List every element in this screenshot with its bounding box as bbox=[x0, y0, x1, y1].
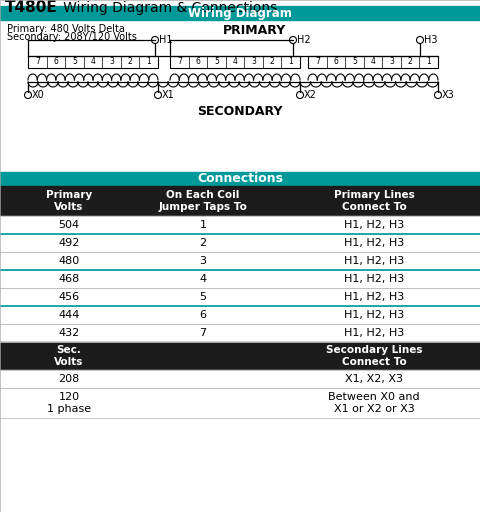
Text: Secondary Lines
Connect To: Secondary Lines Connect To bbox=[326, 345, 422, 367]
Text: 4: 4 bbox=[91, 57, 96, 66]
Text: X3: X3 bbox=[442, 90, 455, 100]
Text: 4: 4 bbox=[199, 274, 206, 284]
Text: 1: 1 bbox=[288, 57, 293, 66]
Text: 6: 6 bbox=[195, 57, 200, 66]
Text: Secondary: 208Y/120 Volts: Secondary: 208Y/120 Volts bbox=[7, 32, 137, 42]
Text: Wiring Diagram: Wiring Diagram bbox=[188, 7, 292, 19]
Text: 444: 444 bbox=[58, 310, 80, 320]
Bar bbox=[0, 342, 480, 370]
Text: 7: 7 bbox=[199, 328, 206, 338]
Text: 432: 432 bbox=[59, 328, 80, 338]
Bar bbox=[0, 172, 480, 186]
Text: 208: 208 bbox=[59, 374, 80, 384]
Text: H1, H2, H3: H1, H2, H3 bbox=[344, 274, 404, 284]
Bar bbox=[0, 186, 480, 216]
Text: On Each Coil
Jumper Taps To: On Each Coil Jumper Taps To bbox=[158, 190, 247, 212]
Text: H3: H3 bbox=[424, 35, 437, 45]
Text: Primary
Volts: Primary Volts bbox=[46, 190, 92, 212]
Bar bbox=[0, 388, 480, 418]
Bar bbox=[0, 288, 480, 306]
Text: 456: 456 bbox=[59, 292, 80, 302]
Text: 492: 492 bbox=[58, 238, 80, 248]
Text: 7: 7 bbox=[177, 57, 182, 66]
Text: 7: 7 bbox=[35, 57, 40, 66]
Text: 5: 5 bbox=[72, 57, 77, 66]
Text: 1: 1 bbox=[200, 220, 206, 230]
Text: 3: 3 bbox=[109, 57, 114, 66]
Text: 480: 480 bbox=[59, 256, 80, 266]
Text: 3: 3 bbox=[251, 57, 256, 66]
Text: 2: 2 bbox=[270, 57, 275, 66]
Text: Between X0 and
X1 or X2 or X3: Between X0 and X1 or X2 or X3 bbox=[328, 392, 420, 414]
Text: 1: 1 bbox=[146, 57, 151, 66]
Text: 1: 1 bbox=[426, 57, 431, 66]
Text: X0: X0 bbox=[32, 90, 45, 100]
Text: H1, H2, H3: H1, H2, H3 bbox=[344, 238, 404, 248]
Text: X1: X1 bbox=[162, 90, 175, 100]
Bar bbox=[0, 418, 480, 512]
Text: 4: 4 bbox=[233, 57, 238, 66]
Text: Wiring Diagram & Connections: Wiring Diagram & Connections bbox=[50, 1, 277, 15]
Bar bbox=[0, 234, 480, 252]
Text: 2: 2 bbox=[199, 238, 206, 248]
Text: H2: H2 bbox=[297, 35, 311, 45]
Bar bbox=[0, 306, 480, 324]
Text: H1: H1 bbox=[159, 35, 172, 45]
Bar bbox=[170, 56, 300, 68]
Text: 6: 6 bbox=[53, 57, 58, 66]
Text: Primary Lines
Connect To: Primary Lines Connect To bbox=[334, 190, 414, 212]
Text: H1, H2, H3: H1, H2, H3 bbox=[344, 292, 404, 302]
Bar bbox=[0, 324, 480, 342]
Text: 6: 6 bbox=[200, 310, 206, 320]
Text: Primary: 480 Volts Delta: Primary: 480 Volts Delta bbox=[7, 24, 125, 34]
Bar bbox=[0, 270, 480, 288]
Bar bbox=[308, 56, 438, 68]
Text: X2: X2 bbox=[304, 90, 317, 100]
Text: X1, X2, X3: X1, X2, X3 bbox=[345, 374, 403, 384]
Text: 3: 3 bbox=[389, 57, 394, 66]
Bar bbox=[0, 370, 480, 388]
Bar bbox=[0, 6, 480, 20]
Text: Connections: Connections bbox=[197, 173, 283, 185]
Text: 468: 468 bbox=[59, 274, 80, 284]
Text: PRIMARY: PRIMARY bbox=[223, 24, 287, 37]
Text: 5: 5 bbox=[200, 292, 206, 302]
Text: 5: 5 bbox=[352, 57, 357, 66]
Bar bbox=[28, 56, 158, 68]
Text: H1, H2, H3: H1, H2, H3 bbox=[344, 256, 404, 266]
Text: 7: 7 bbox=[315, 57, 320, 66]
Bar bbox=[0, 252, 480, 270]
Text: 2: 2 bbox=[408, 57, 412, 66]
Text: 120
1 phase: 120 1 phase bbox=[47, 392, 91, 414]
Text: Sec.
Volts: Sec. Volts bbox=[54, 345, 84, 367]
Text: H1, H2, H3: H1, H2, H3 bbox=[344, 220, 404, 230]
Text: 6: 6 bbox=[334, 57, 338, 66]
Text: 504: 504 bbox=[59, 220, 80, 230]
Text: 4: 4 bbox=[371, 57, 375, 66]
Text: 5: 5 bbox=[214, 57, 219, 66]
Text: T480E: T480E bbox=[5, 1, 58, 15]
Text: H1, H2, H3: H1, H2, H3 bbox=[344, 310, 404, 320]
Text: 3: 3 bbox=[200, 256, 206, 266]
Bar bbox=[0, 216, 480, 234]
Text: H1, H2, H3: H1, H2, H3 bbox=[344, 328, 404, 338]
Text: 2: 2 bbox=[128, 57, 132, 66]
Text: SECONDARY: SECONDARY bbox=[197, 105, 283, 118]
